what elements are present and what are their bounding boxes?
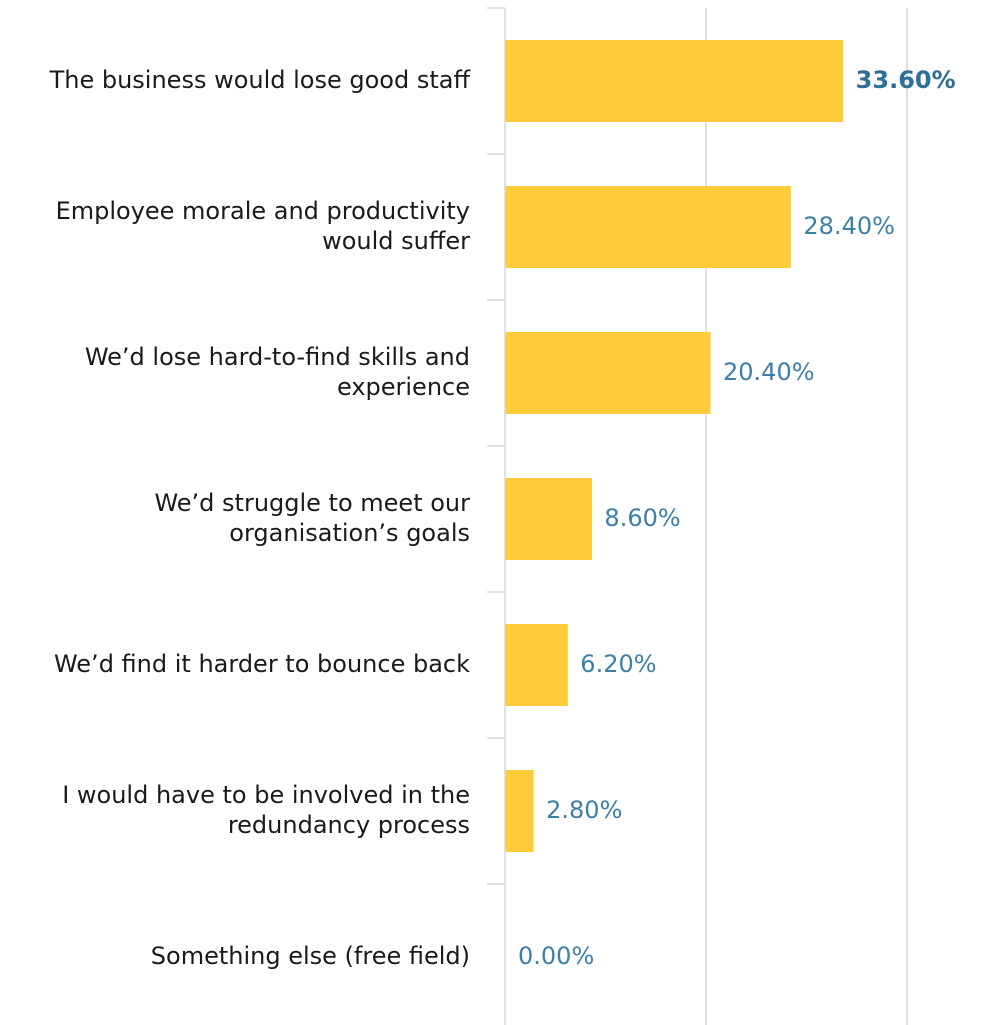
data-label-6: 0.00% xyxy=(518,942,594,970)
category-label-1: Employee morale and productivity would su… xyxy=(56,197,471,255)
category-label-line: experience xyxy=(337,373,470,401)
data-label-5: 2.80% xyxy=(546,796,622,824)
category-label-6: Something else (free field) xyxy=(151,942,470,970)
bar-1 xyxy=(505,186,791,268)
category-label-5: I would have to be involved in the redund… xyxy=(62,781,470,839)
category-label-line: We’d lose hard-to-find skills and xyxy=(85,343,470,371)
data-labels: 33.60% 28.40% 20.40% 8.60% 6.20% 2.80% 0.00% xyxy=(518,66,956,970)
category-label-line: redundancy process xyxy=(228,811,470,839)
category-label-line: I would have to be involved in the xyxy=(62,781,470,809)
bar-3 xyxy=(505,478,592,560)
category-label-line: We’d struggle to meet our xyxy=(154,489,470,517)
gridlines xyxy=(705,8,908,1025)
bar-2 xyxy=(505,332,711,414)
category-labels: The business would lose good staff Employ… xyxy=(49,66,471,970)
category-axis xyxy=(487,7,506,1025)
category-label-3: We’d struggle to meet our organisation’s … xyxy=(154,489,470,547)
category-label-line: would suffer xyxy=(322,227,470,255)
category-label-line: Employee morale and productivity xyxy=(56,197,470,225)
category-label-2: We’d lose hard-to-find skills and experie… xyxy=(85,343,470,401)
data-label-2: 20.40% xyxy=(723,358,815,386)
bar-4 xyxy=(505,624,568,706)
category-label-line: organisation’s goals xyxy=(229,519,470,547)
data-label-3: 8.60% xyxy=(604,504,680,532)
data-label-0: 33.60% xyxy=(856,66,956,94)
bar-0 xyxy=(505,40,844,122)
data-label-4: 6.20% xyxy=(580,650,656,678)
category-label-4: We’d find it harder to bounce back xyxy=(54,650,470,678)
category-label-line: The business would lose good staff xyxy=(49,66,471,94)
data-label-1: 28.40% xyxy=(803,212,895,240)
category-label-0: The business would lose good staff xyxy=(49,66,471,94)
bars xyxy=(505,40,844,852)
category-label-line: We’d find it harder to bounce back xyxy=(54,650,470,678)
bar-5 xyxy=(505,770,534,852)
category-label-line: Something else (free field) xyxy=(151,942,470,970)
